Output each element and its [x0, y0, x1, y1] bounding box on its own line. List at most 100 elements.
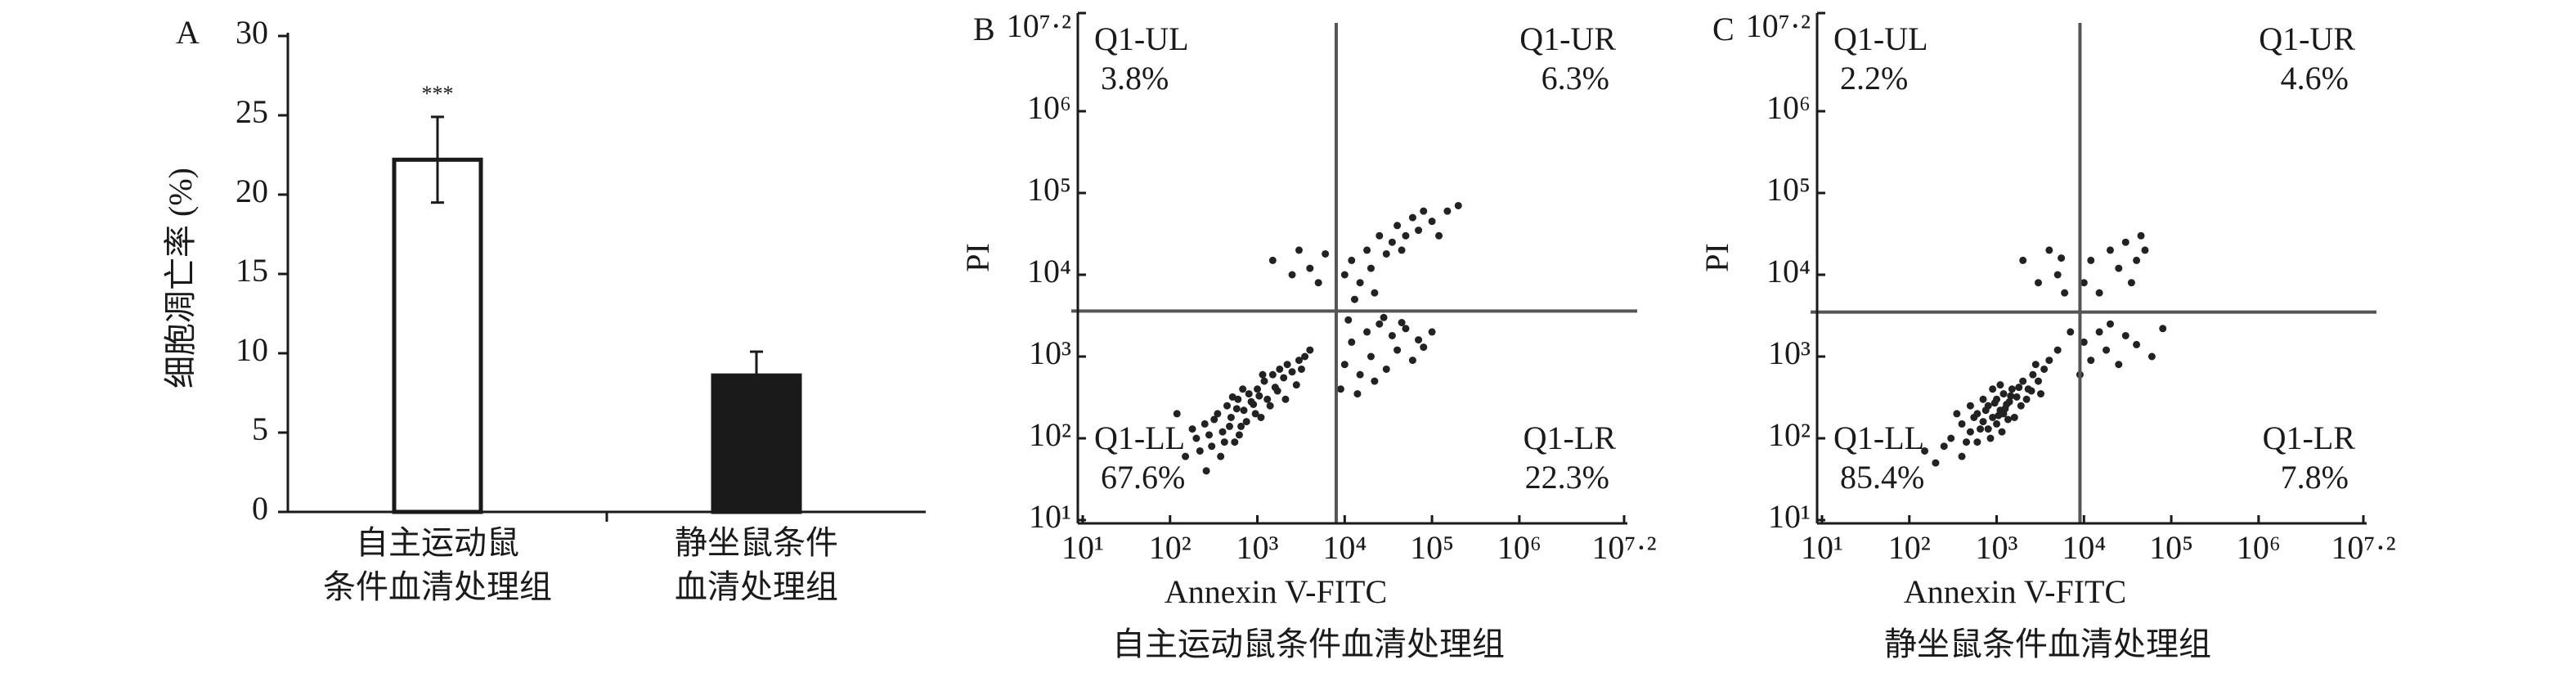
- event-point: [1363, 328, 1371, 336]
- event-point: [1297, 365, 1305, 373]
- event-point: [1231, 438, 1239, 446]
- event-point: [2031, 361, 2040, 369]
- event-point: [1921, 446, 1929, 455]
- subtitle: 静坐鼠条件血清处理组: [1884, 626, 2211, 662]
- event-point: [1283, 361, 1291, 369]
- event-point: [2067, 328, 2075, 336]
- event-point: [1415, 227, 1423, 235]
- x-tick-label: 10¹: [1801, 529, 1843, 566]
- y-tick-label: 10³: [1029, 334, 1071, 371]
- quadrant-name: Q1-LL: [1833, 420, 1924, 456]
- event-point: [2005, 397, 2013, 406]
- y-tick-label: 10⁵: [1027, 171, 1071, 208]
- event-point: [1966, 428, 1974, 436]
- y-axis-label: PI: [1699, 243, 1735, 272]
- bar: [392, 157, 483, 514]
- event-point: [1239, 385, 1247, 393]
- event-point: [2121, 238, 2129, 246]
- quadrant-percent: 67.6%: [1101, 459, 1185, 496]
- event-point: [1251, 410, 1259, 418]
- event-point: [1970, 413, 1978, 421]
- event-point: [1242, 418, 1250, 426]
- event-point: [1210, 415, 1218, 424]
- event-point: [2080, 338, 2088, 346]
- x-tick-label: 静坐鼠条件: [675, 524, 838, 561]
- event-point: [1348, 256, 1356, 264]
- event-point: [2106, 320, 2114, 328]
- event-point: [2004, 415, 2012, 424]
- event-point: [1348, 338, 1356, 346]
- event-point: [1977, 425, 1985, 433]
- event-point: [1227, 413, 1235, 421]
- x-tick-label: 条件血清处理组: [323, 568, 552, 605]
- event-point: [2040, 365, 2049, 373]
- event-point: [1218, 428, 1227, 436]
- event-point: [1196, 446, 1204, 455]
- event-point: [1356, 370, 1364, 379]
- event-point: [1182, 452, 1190, 460]
- event-point: [1367, 352, 1375, 361]
- x-tick-label: 10¹: [1061, 529, 1104, 566]
- x-tick-label: 10⁵: [2149, 529, 2193, 566]
- event-point: [1200, 420, 1209, 428]
- event-point: [1260, 377, 1268, 385]
- event-point: [1398, 246, 1406, 254]
- event-point: [2034, 279, 2042, 287]
- event-point: [2045, 357, 2053, 365]
- event-point: [1340, 271, 1349, 279]
- event-point: [1986, 434, 1995, 442]
- event-point: [1420, 343, 1428, 352]
- event-point: [1932, 459, 1940, 467]
- event-point: [1263, 395, 1272, 403]
- event-point: [2022, 395, 2031, 403]
- event-point: [1306, 346, 1314, 354]
- y-tick-label: 10²: [1768, 416, 1811, 453]
- event-point: [1292, 381, 1300, 389]
- x-axis-label: Annexin V-FITC: [1904, 573, 2126, 610]
- panel-label: C: [1712, 11, 1735, 47]
- y-axis-label: PI: [959, 243, 996, 272]
- event-point: [1288, 271, 1296, 279]
- event-point: [1415, 336, 1423, 344]
- y-tick-label: 25: [236, 93, 268, 130]
- y-tick-label: 10⁷·²: [1007, 7, 1071, 44]
- quadrant-name: Q1-LR: [1524, 420, 1617, 456]
- y-tick-label: 15: [236, 252, 268, 289]
- event-point: [1240, 406, 1248, 415]
- event-point: [1254, 385, 1262, 393]
- event-point: [2133, 256, 2141, 264]
- event-point: [1288, 368, 1296, 376]
- event-point: [1235, 431, 1243, 439]
- event-point: [1376, 320, 1384, 328]
- event-point: [1268, 370, 1277, 379]
- event-point: [1981, 406, 1990, 415]
- event-point: [1963, 438, 1971, 446]
- event-point: [1398, 319, 1406, 327]
- y-tick-label: 10³: [1768, 334, 1811, 371]
- event-point: [1259, 370, 1267, 379]
- event-point: [1214, 410, 1222, 418]
- event-point: [1382, 249, 1390, 258]
- event-point: [1344, 316, 1353, 324]
- event-point: [1281, 395, 1290, 403]
- event-point: [1228, 393, 1236, 401]
- quadrant-percent: 7.8%: [2281, 459, 2349, 496]
- event-point: [2133, 340, 2141, 348]
- event-point: [2045, 246, 2053, 254]
- event-point: [1979, 395, 1987, 403]
- x-axis-label: Annexin V-FITC: [1165, 573, 1387, 610]
- event-point: [2027, 387, 2035, 395]
- event-point: [1947, 434, 1955, 442]
- quadrant-name: Q1-UL: [1833, 20, 1928, 57]
- event-point: [2053, 346, 2062, 354]
- quadrant-percent: 3.8%: [1101, 60, 1169, 96]
- event-point: [2001, 405, 2009, 413]
- event-point: [1998, 428, 2006, 436]
- event-point: [1192, 434, 1200, 442]
- event-point: [1402, 231, 1410, 240]
- event-point: [1232, 405, 1241, 413]
- event-point: [1953, 410, 1961, 418]
- event-point: [1966, 402, 1974, 410]
- event-point: [2147, 352, 2156, 361]
